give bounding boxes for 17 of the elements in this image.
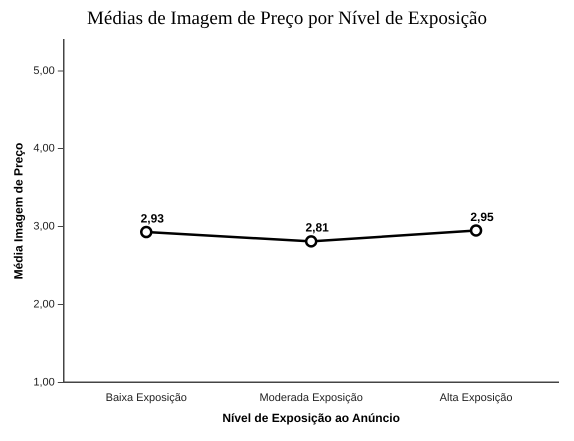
- y-tick-label: 2,00: [33, 298, 55, 311]
- data-label: 2,93: [140, 211, 164, 226]
- x-axis-title: Nível de Exposição ao Anúncio: [222, 411, 400, 426]
- y-tick-label: 4,00: [33, 142, 55, 155]
- y-axis-title: Média Imagem de Preço: [12, 142, 26, 280]
- y-tick-label: 3,00: [33, 220, 55, 233]
- y-tick-label: 5,00: [33, 64, 55, 77]
- x-tick-label: Moderada Exposição: [259, 392, 363, 404]
- data-label: 2,81: [305, 220, 330, 235]
- chart-title: Médias de Imagem de Preço por Nível de Exposição: [86, 8, 488, 30]
- point: [304, 235, 318, 248]
- point: [470, 224, 482, 237]
- x-tick-label: Alta Exposição: [440, 392, 512, 404]
- data-label: 2,95: [470, 210, 494, 224]
- x-tick-label: Baixa Exposição: [106, 392, 187, 404]
- y-tick-label: 1,00: [33, 376, 55, 388]
- point: [140, 226, 153, 238]
